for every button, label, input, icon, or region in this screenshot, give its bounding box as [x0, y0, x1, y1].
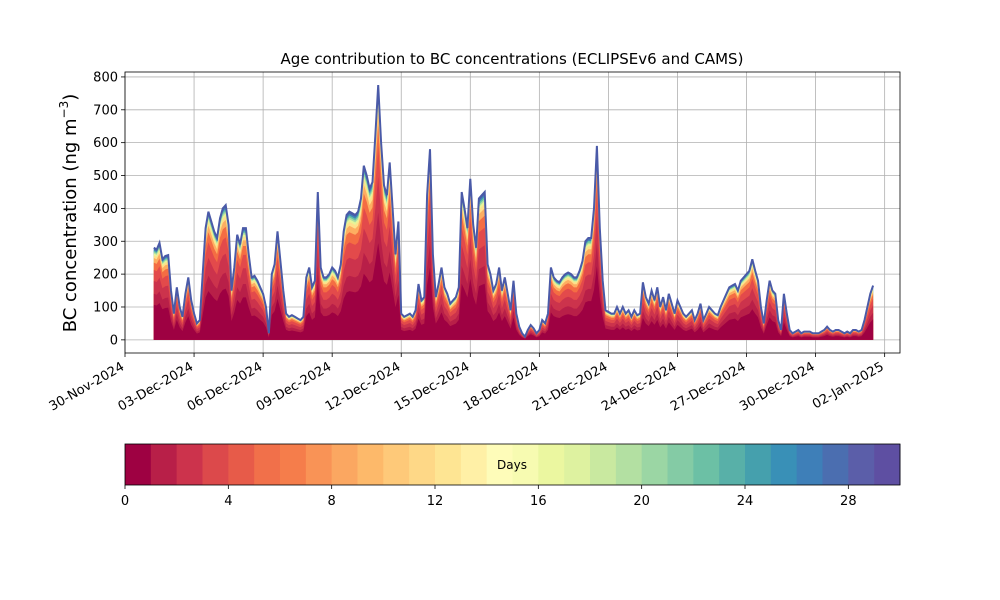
y-tick-label: 700	[93, 103, 118, 118]
colorbar-segment	[822, 444, 849, 485]
colorbar-segment	[848, 444, 875, 485]
colorbar-tick-label: 4	[224, 494, 232, 509]
colorbar-tick-label: 24	[737, 494, 754, 509]
colorbar-segment	[150, 444, 178, 485]
colorbar-tick-label: 12	[427, 494, 444, 509]
x-tick-label: 30-Dec-2024	[737, 359, 817, 414]
colorbar-segment	[590, 444, 617, 485]
age-layer-8	[153, 146, 874, 340]
y-tick-label: 300	[93, 235, 118, 250]
colorbar-segment	[460, 444, 488, 485]
x-tick-label: 24-Dec-2024	[599, 359, 679, 414]
y-tick-label: 600	[93, 136, 118, 151]
x-tick-label: 03-Dec-2024	[116, 359, 196, 414]
colorbar-segment	[486, 444, 513, 485]
colorbar-segment	[693, 444, 720, 485]
x-tick-label: 18-Dec-2024	[461, 359, 541, 414]
colorbar-segment	[770, 444, 798, 485]
y-tick-label: 800	[93, 70, 118, 85]
plot-area: 0 100 200 300 400 500 600 700 800 30-Nov-202403-D…	[47, 70, 901, 415]
colorbar: 0 4 8 12 16 20 24 28 Days	[121, 443, 901, 509]
colorbar-tick-label: 16	[530, 494, 547, 509]
colorbar-segment	[176, 444, 203, 485]
colorbar-segment	[125, 444, 152, 485]
colorbar-tick-label: 0	[121, 494, 129, 509]
colorbar-tick-label: 8	[328, 494, 336, 509]
colorbar-segment	[254, 444, 281, 485]
colorbar-segment	[719, 444, 746, 485]
colorbar-segment	[538, 444, 565, 485]
age-layer-10	[153, 212, 874, 340]
colorbar-segment	[202, 444, 229, 485]
y-tick-label: 500	[93, 169, 118, 184]
y-tick-label: 200	[93, 268, 118, 283]
colorbar-segment	[667, 444, 694, 485]
y-tick-label: 100	[93, 300, 118, 315]
axes-frame	[124, 71, 901, 354]
colorbar-segment	[305, 444, 333, 485]
colorbar-tick-label: 28	[840, 494, 857, 509]
x-tick-label: 12-Dec-2024	[323, 359, 403, 414]
x-tick-label: 21-Dec-2024	[530, 359, 610, 414]
x-tick-label: 02-Jan-2025	[810, 359, 887, 412]
colorbar-segment	[383, 444, 410, 485]
x-tick-label: 15-Dec-2024	[392, 359, 472, 414]
x-tick-label: 09-Dec-2024	[254, 359, 334, 414]
colorbar-segment	[564, 444, 591, 485]
colorbar-segment	[641, 444, 668, 485]
colorbar-segment	[331, 444, 358, 485]
x-tick-label: 06-Dec-2024	[185, 359, 265, 414]
colorbar-segment	[615, 444, 643, 485]
age-layer-9	[153, 176, 874, 340]
colorbar-segment	[512, 444, 539, 485]
y-axis-label: BC concentration (ng m−3)	[57, 94, 81, 333]
colorbar-label: Days	[497, 458, 527, 472]
colorbar-segment	[745, 444, 772, 485]
x-tick-label: 27-Dec-2024	[668, 359, 748, 414]
colorbar-segment	[280, 444, 307, 485]
y-tick-label: 400	[93, 202, 118, 217]
colorbar-segment	[409, 444, 436, 485]
age-layer-11	[153, 243, 874, 340]
colorbar-segment	[796, 444, 823, 485]
x-tick-label: 30-Nov-2024	[47, 359, 127, 414]
colorbar-segment	[228, 444, 255, 485]
total-bc-line	[153, 85, 875, 339]
colorbar-tick-label: 20	[633, 494, 650, 509]
chart-title: Age contribution to BC concentrations (E…	[281, 50, 744, 68]
y-tick-label: 0	[110, 333, 118, 348]
colorbar-segment	[435, 444, 462, 485]
colorbar-segment	[874, 444, 901, 485]
colorbar-segment	[357, 444, 384, 485]
colorbar-frame	[124, 443, 901, 486]
